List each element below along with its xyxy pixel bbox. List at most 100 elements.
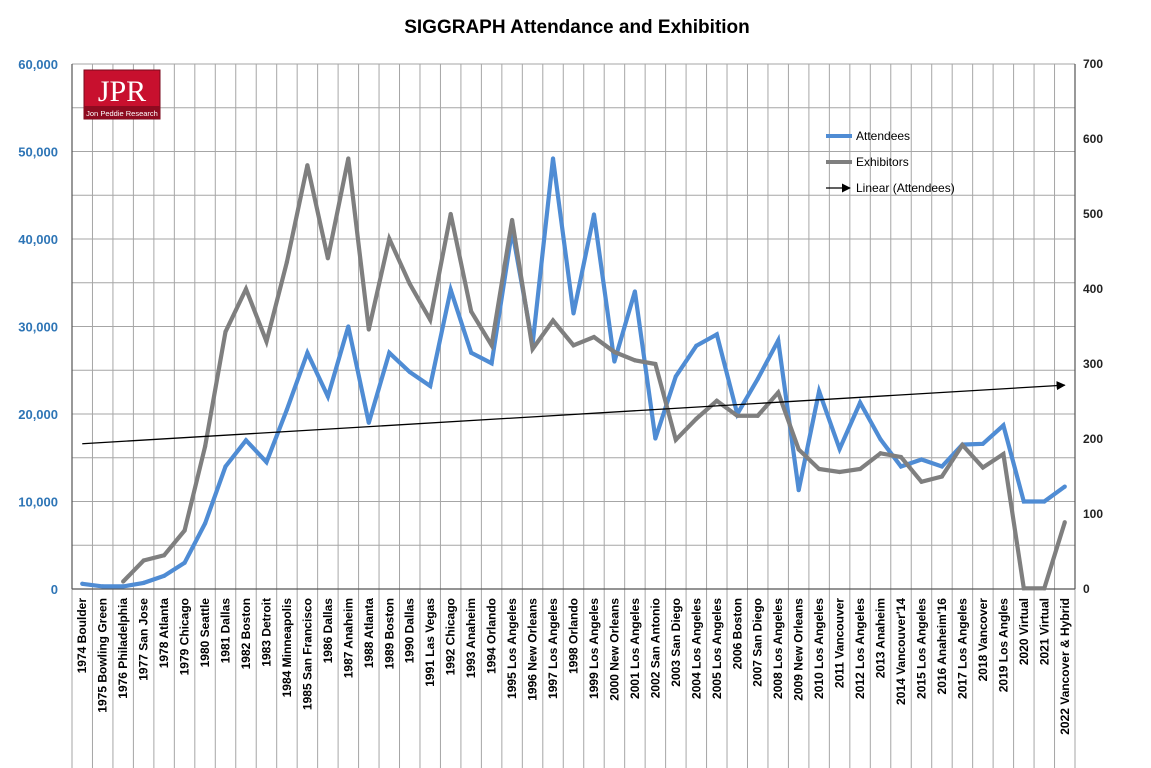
jpr-logo-text: JPR [98, 75, 146, 108]
x-tick-label: 2005 Los Angeles [710, 598, 724, 699]
data-point-exhibitors [817, 466, 822, 472]
data-point-exhibitors [407, 281, 412, 286]
data-point-exhibitors [980, 465, 985, 470]
x-tick-label: 1983 Detroit [259, 598, 273, 667]
data-point-exhibitors [857, 466, 863, 472]
data-point-exhibitors [448, 211, 453, 217]
right-tick-label: 600 [1083, 132, 1103, 146]
data-point-exhibitors [919, 479, 924, 484]
data-point-exhibitors [735, 413, 740, 418]
x-tick-label: 1990 Dallas [403, 598, 417, 664]
jpr-logo: JPR Jon Peddie Research [83, 69, 161, 120]
data-point-exhibitors [509, 217, 515, 223]
data-point-attendees [346, 324, 351, 329]
legend-linear-label: Linear (Attendees) [856, 181, 955, 195]
data-point-attendees [714, 332, 719, 337]
data-point-exhibitors [1062, 520, 1067, 525]
data-point-attendees [939, 464, 945, 469]
x-tick-label: 2015 Los Angeles [914, 598, 928, 699]
x-tick-label: 1991 Las Vegas [423, 598, 437, 687]
data-point-attendees [366, 420, 371, 425]
data-point-attendees [80, 581, 85, 586]
data-point-attendees [305, 350, 310, 355]
data-point-exhibitors [121, 579, 126, 584]
data-point-exhibitors [632, 358, 638, 363]
right-tick-label: 500 [1083, 207, 1103, 221]
data-point-attendees [325, 394, 330, 399]
x-tick-label: 1996 New Orleans [526, 598, 540, 701]
data-point-exhibitors [796, 447, 801, 452]
right-tick-label: 700 [1083, 57, 1103, 71]
legend-attendees-label: Attendees [856, 129, 910, 143]
data-point-exhibitors [530, 346, 535, 352]
x-tick-label: 1987 Anaheim [341, 598, 355, 678]
x-tick-label: 2013 Anaheim [874, 598, 888, 678]
x-tick-label: 1977 San Jose [137, 598, 151, 681]
left-tick-label: 30,000 [18, 320, 58, 335]
data-point-exhibitors [284, 259, 290, 265]
data-point-exhibitors [305, 163, 310, 168]
x-tick-label: 1995 Los Angeles [505, 598, 519, 699]
data-point-attendees [550, 156, 556, 161]
x-tick-label: 1992 Chicago [444, 598, 458, 675]
data-point-attendees [817, 389, 822, 394]
x-tick-label: 1979 Chicago [178, 598, 192, 675]
data-point-exhibitors [489, 343, 494, 348]
data-point-exhibitors [202, 444, 208, 449]
jpr-logo-band [84, 106, 160, 119]
data-point-attendees [571, 311, 576, 316]
x-tick-label: 1981 Dallas [219, 598, 233, 664]
x-tick-label: 1976 Philadelphia [116, 598, 130, 699]
data-point-exhibitors [264, 339, 269, 344]
data-point-attendees [673, 374, 678, 379]
chart-title: SIGGRAPH Attendance and Exhibition [404, 17, 750, 38]
x-tick-label: 2016 Anaheim'16 [935, 598, 949, 695]
x-tick-label: 2007 San Diego [751, 598, 765, 687]
left-tick-label: 20,000 [18, 407, 58, 422]
x-tick-label: 1978 Atlanta [157, 598, 171, 669]
data-point-attendees [121, 584, 126, 589]
data-point-exhibitors [694, 416, 699, 421]
data-point-exhibitors [141, 558, 146, 563]
x-tick-label: 2010 Los Angeles [812, 598, 826, 699]
x-tick-label: 1975 Bowling Green [96, 598, 110, 713]
x-tick-label: 2008 Los Angeles [771, 598, 785, 699]
x-tick-label: 2003 San Diego [669, 598, 683, 687]
data-point-attendees [202, 521, 208, 526]
data-point-attendees [796, 488, 801, 493]
data-point-exhibitors [1021, 586, 1026, 591]
x-tick-label: 2021 Virtual [1037, 598, 1051, 665]
data-point-exhibitors [1001, 451, 1006, 457]
data-point-attendees [878, 437, 883, 442]
x-tick-label: 1999 Los Angeles [587, 598, 601, 699]
data-point-attendees [591, 212, 597, 217]
left-tick-label: 60,000 [18, 57, 58, 72]
data-point-attendees [653, 436, 658, 441]
data-point-attendees [898, 464, 904, 469]
data-point-attendees [100, 584, 105, 589]
data-point-attendees [1001, 423, 1006, 428]
left-tick-label: 40,000 [18, 232, 58, 247]
left-tick-label: 10,000 [18, 495, 58, 510]
data-point-attendees [980, 441, 985, 446]
data-point-exhibitors [428, 317, 433, 322]
data-point-exhibitors [1042, 586, 1047, 591]
left-tick-label: 50,000 [18, 145, 58, 160]
data-point-attendees [694, 343, 699, 348]
data-point-attendees [223, 464, 228, 469]
data-point-attendees [489, 361, 494, 366]
data-point-attendees [612, 359, 617, 364]
data-point-exhibitors [243, 286, 249, 292]
x-tick-label: 2022 Vancover & Hybrid [1058, 598, 1072, 735]
data-point-attendees [1021, 499, 1026, 504]
left-tick-label: 0 [51, 582, 58, 597]
data-point-attendees [755, 376, 760, 382]
data-point-attendees [632, 289, 638, 294]
x-tick-label: 1980 Seattle [198, 598, 212, 668]
data-point-exhibitors [571, 343, 576, 348]
x-tick-label: 1998 Orlando [567, 598, 581, 674]
right-axis: 0 100 200 300 400 500 600 700 [1083, 57, 1103, 596]
x-tick-label: 2001 Los Angeles [628, 598, 642, 699]
